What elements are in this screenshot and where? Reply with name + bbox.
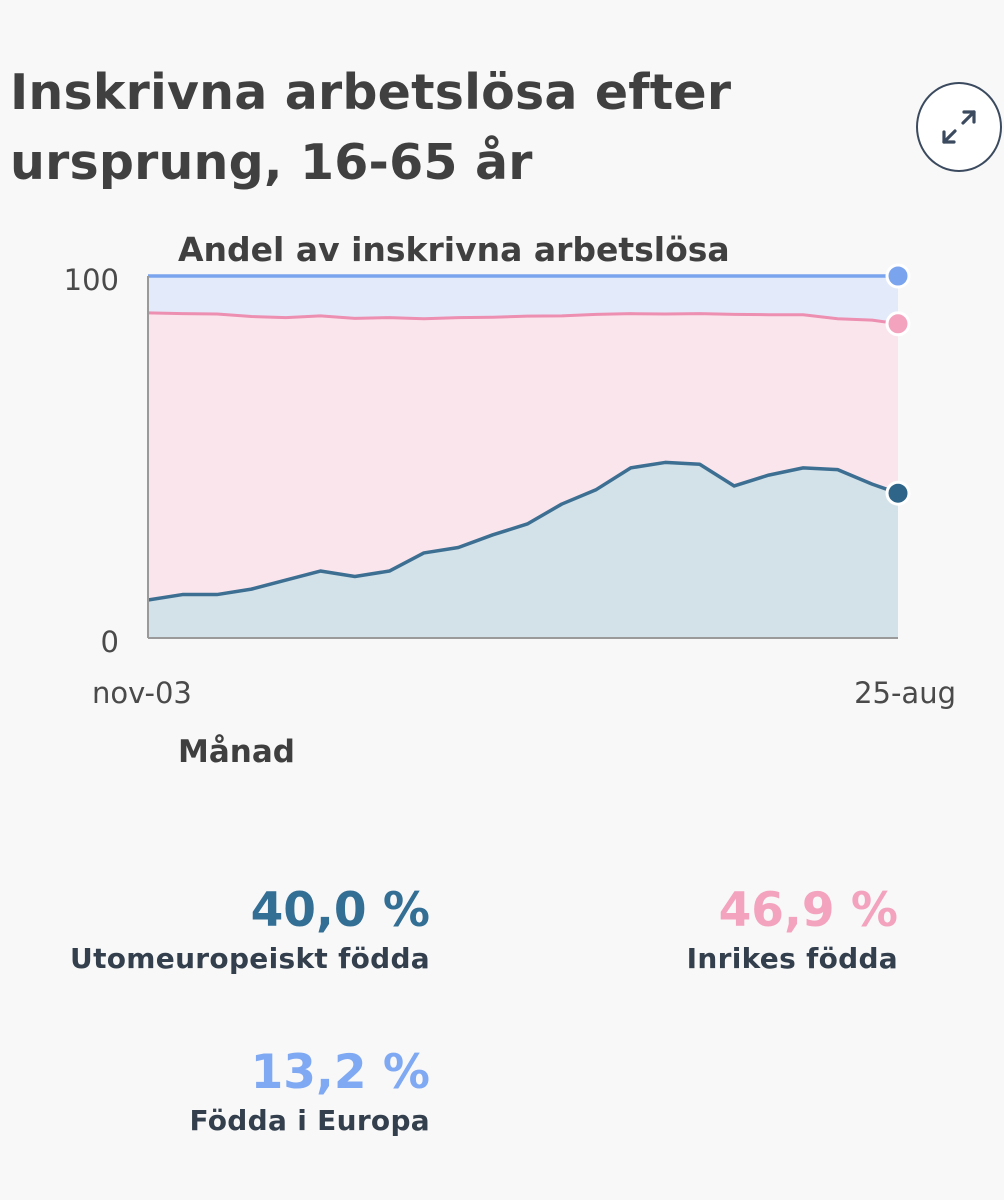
expand-button[interactable] <box>916 82 1002 172</box>
stat-utomeuropeiskt-fodda: 40,0 % Utomeuropeiskt födda <box>70 883 430 979</box>
expand-arrows-icon <box>942 110 976 144</box>
stat-label: Inrikes födda <box>686 942 898 975</box>
stat-inrikes-fodda: 46,9 % Inrikes födda <box>687 883 898 979</box>
chart-lines <box>147 274 899 602</box>
end-marker-fodda-i-europa <box>885 263 911 289</box>
page-title: Inskrivna arbetslösa efter ursprung, 16-… <box>10 58 870 198</box>
stat-label: Utomeuropeiskt födda <box>70 942 430 975</box>
stat-value: 40,0 % <box>250 883 430 938</box>
y-tick-label-0: 0 <box>101 625 119 659</box>
title-line-1: Inskrivna arbetslösa efter <box>10 64 732 121</box>
chart-end-markers <box>885 263 911 506</box>
chart: Andel av inskrivna arbetslösa 100 0 nov-… <box>64 230 956 770</box>
chart-areas <box>148 276 898 638</box>
area-utomeuropeiskt-fodda <box>148 462 898 638</box>
title-line-2: ursprung, 16-65 år <box>10 134 533 191</box>
chart-title: Andel av inskrivna arbetslösa <box>178 230 730 269</box>
stat-label: Födda i Europa <box>189 1104 430 1137</box>
stat-value: 13,2 % <box>250 1045 430 1100</box>
x-tick-label-end: 25-aug <box>854 676 956 710</box>
y-tick-label-100: 100 <box>64 263 119 297</box>
x-axis-label: Månad <box>178 734 295 770</box>
stat-value: 46,9 % <box>718 883 898 938</box>
end-marker-inrikes-fodda <box>885 311 911 337</box>
end-marker-utomeuropeiskt-fodda <box>885 480 911 506</box>
x-tick-label-start: nov-03 <box>92 676 192 710</box>
line-utomeuropeiskt-fodda <box>147 460 899 602</box>
line-inrikes-fodda <box>147 311 899 326</box>
stat-fodda-i-europa: 13,2 % Födda i Europa <box>189 1045 430 1141</box>
